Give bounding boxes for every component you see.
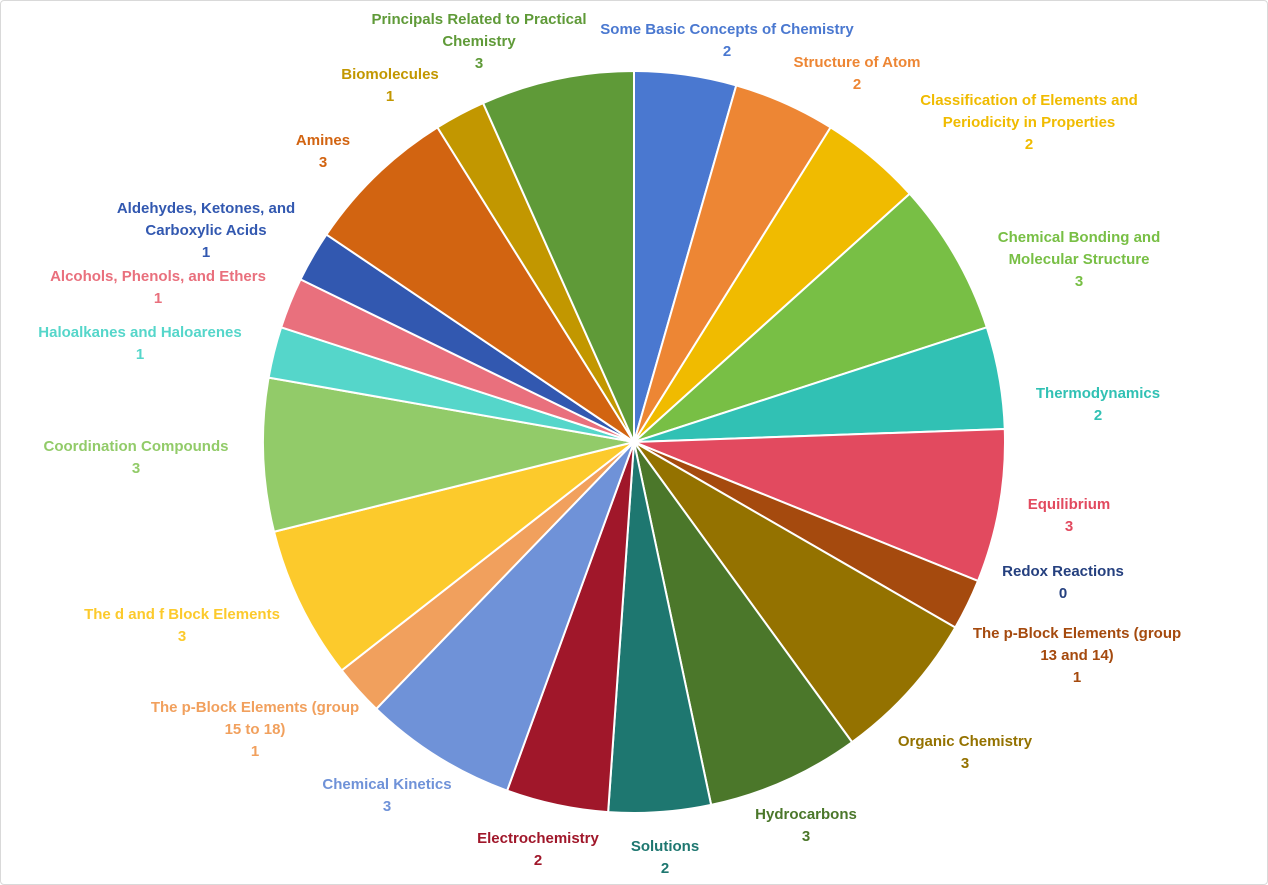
data-label-redox-reactions: Redox Reactions 0 bbox=[1002, 563, 1124, 602]
data-label-some-basic-concepts-of-chemistry: Some Basic Concepts of Chemistry 2 bbox=[600, 21, 854, 60]
data-label-haloalkanes-and-haloarenes: Haloalkanes and Haloarenes 1 bbox=[38, 324, 241, 363]
pie-slice-chemical-bonding-and-molecular-structure bbox=[633, 192, 988, 443]
data-label-classification-of-elements-and-periodicity-in-properties: Classification of Elements and Periodicit… bbox=[920, 92, 1138, 153]
pie-slice-amines bbox=[325, 126, 635, 443]
pie-slice-chemical-kinetics bbox=[375, 441, 635, 792]
data-label-equilibrium: Equilibrium 3 bbox=[1028, 496, 1111, 535]
data-label-the-p-block-elements-group-15-to-18: The p-Block Elements (group 15 to 18) 1 bbox=[151, 699, 359, 760]
data-label-electrochemistry: Electrochemistry 2 bbox=[477, 830, 599, 869]
data-label-the-d-and-f-block-elements: The d and f Block Elements 3 bbox=[84, 606, 280, 645]
data-label-structure-of-atom: Structure of Atom 2 bbox=[794, 54, 921, 93]
data-label-principals-related-to-practical-chemistry: Principals Related to Practical Chemistry… bbox=[371, 11, 586, 72]
data-label-aldehydes-ketones-and-carboxylic-acids: Aldehydes, Ketones, and Carboxylic Acids 1 bbox=[117, 200, 295, 261]
data-label-coordination-compounds: Coordination Compounds 3 bbox=[44, 438, 229, 477]
data-label-chemical-bonding-and-molecular-structure: Chemical Bonding and Molecular Structure 3 bbox=[998, 229, 1161, 290]
pie-slice-principals-related-to-practical-chemistry bbox=[482, 70, 635, 443]
data-label-biomolecules: Biomolecules 1 bbox=[341, 66, 439, 105]
pie-slices bbox=[262, 70, 1006, 814]
data-label-organic-chemistry: Organic Chemistry 3 bbox=[898, 733, 1033, 772]
pie-slice-the-d-and-f-block-elements bbox=[273, 441, 635, 672]
data-label-solutions: Solutions 2 bbox=[631, 838, 699, 877]
data-label-thermodynamics: Thermodynamics 2 bbox=[1036, 385, 1160, 424]
pie-slice-equilibrium bbox=[633, 428, 1006, 582]
data-label-chemical-kinetics: Chemical Kinetics 3 bbox=[322, 776, 451, 815]
data-label-the-p-block-elements-group-13-and-14: The p-Block Elements (group 13 and 14) 1 bbox=[973, 625, 1181, 686]
pie-slice-hydrocarbons bbox=[633, 441, 854, 806]
data-label-hydrocarbons: Hydrocarbons 3 bbox=[755, 806, 857, 845]
data-label-amines: Amines 3 bbox=[296, 132, 350, 171]
data-labels: Some Basic Concepts of Chemistry 2Structu… bbox=[38, 11, 1181, 877]
pie-slice-organic-chemistry bbox=[633, 441, 957, 744]
pie-slice-coordination-compounds bbox=[262, 376, 635, 533]
data-label-alcohols-phenols-and-ethers: Alcohols, Phenols, and Ethers 1 bbox=[50, 268, 266, 307]
